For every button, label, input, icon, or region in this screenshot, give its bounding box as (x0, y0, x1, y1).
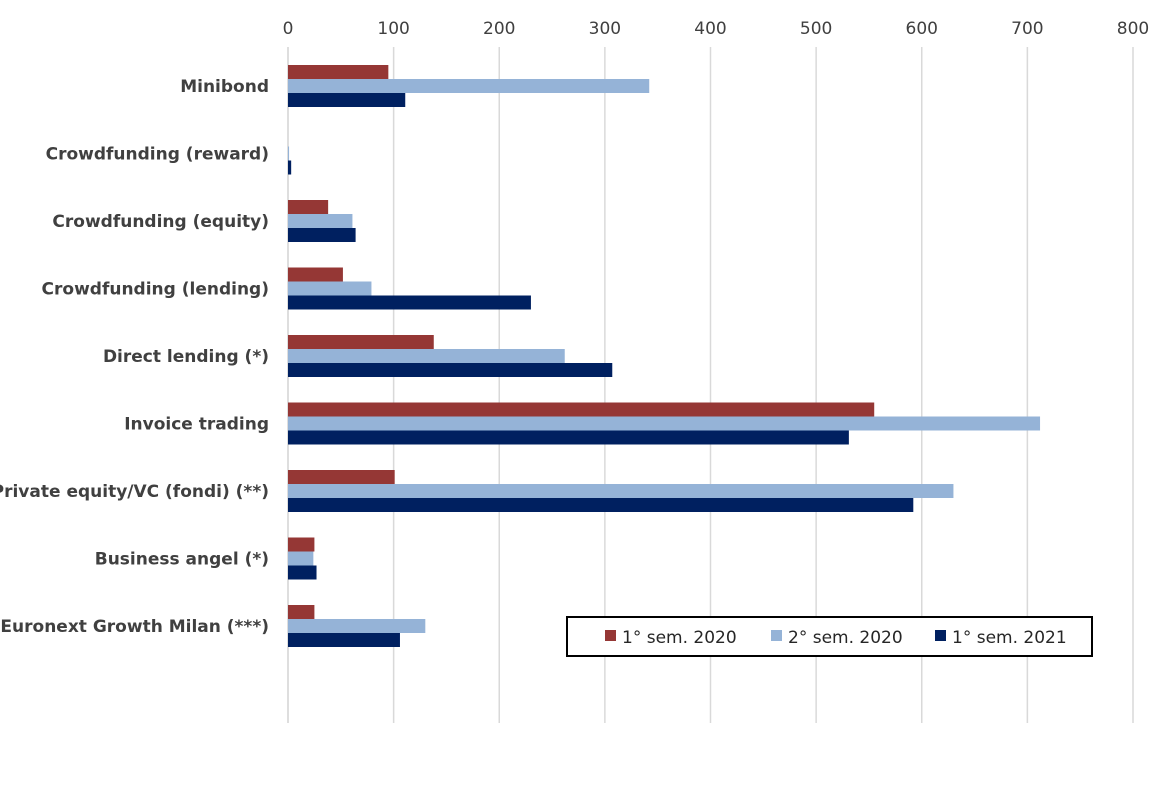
bar (288, 335, 434, 349)
bar (288, 267, 343, 282)
bar (288, 605, 315, 619)
x-axis-ticks: 0 100 200 300 400 500 600 700 800 (283, 19, 1150, 39)
category-label: Minibond (180, 77, 269, 97)
bar (288, 65, 389, 79)
category-label: Business angel (*) (95, 550, 269, 570)
category-label: Crowdfunding (reward) (46, 145, 269, 165)
bar (288, 228, 356, 242)
legend: 1° sem. 2020 2° sem. 2020 1° sem. 2021 (566, 616, 1093, 657)
bar (288, 93, 406, 107)
bar (288, 363, 613, 377)
x-tick-label: 300 (589, 19, 621, 39)
bar (288, 619, 426, 633)
bar (288, 551, 314, 566)
legend-label: 1° sem. 2020 (622, 628, 737, 648)
legend-swatch (605, 630, 616, 641)
x-tick-label: 800 (1117, 19, 1149, 39)
x-tick-label: 700 (1011, 19, 1043, 39)
bar (288, 484, 954, 498)
x-tick-label: 100 (377, 19, 409, 39)
category-label: Private equity/VC (fondi) (**) (0, 482, 269, 502)
legend-swatch (771, 630, 782, 641)
bar (288, 470, 395, 484)
bar (288, 430, 849, 445)
legend-box (566, 616, 1093, 657)
legend-swatch (935, 630, 946, 641)
x-tick-label: 500 (800, 19, 832, 39)
category-label: Direct lending (*) (103, 347, 269, 367)
bar (288, 146, 290, 161)
bar (288, 295, 531, 310)
bar (288, 160, 292, 175)
legend-items: 1° sem. 2020 2° sem. 2020 1° sem. 2021 (605, 628, 1067, 648)
category-labels: Minibond Crowdfunding (reward) Crowdfundin… (0, 77, 269, 637)
x-tick-label: 400 (694, 19, 726, 39)
category-label: Crowdfunding (lending) (42, 280, 269, 300)
x-tick-label: 600 (906, 19, 938, 39)
bar (288, 214, 353, 228)
bar (288, 416, 1041, 431)
legend-label: 1° sem. 2021 (952, 628, 1067, 648)
category-label: Crowdfunding (equity) (52, 212, 269, 232)
bar (288, 79, 650, 93)
x-tick-label: 0 (283, 19, 294, 39)
bar (288, 200, 329, 214)
bar (288, 402, 875, 417)
x-tick-label: 200 (483, 19, 515, 39)
category-label: Invoice trading (124, 415, 269, 435)
bar (288, 349, 565, 363)
bar (288, 633, 400, 647)
legend-label: 2° sem. 2020 (788, 628, 903, 648)
bar (288, 281, 372, 296)
category-label: Euronext Growth Milan (***) (0, 617, 269, 637)
bar (288, 498, 914, 512)
bar (288, 565, 317, 580)
bar (288, 537, 315, 552)
bars (288, 65, 1041, 647)
